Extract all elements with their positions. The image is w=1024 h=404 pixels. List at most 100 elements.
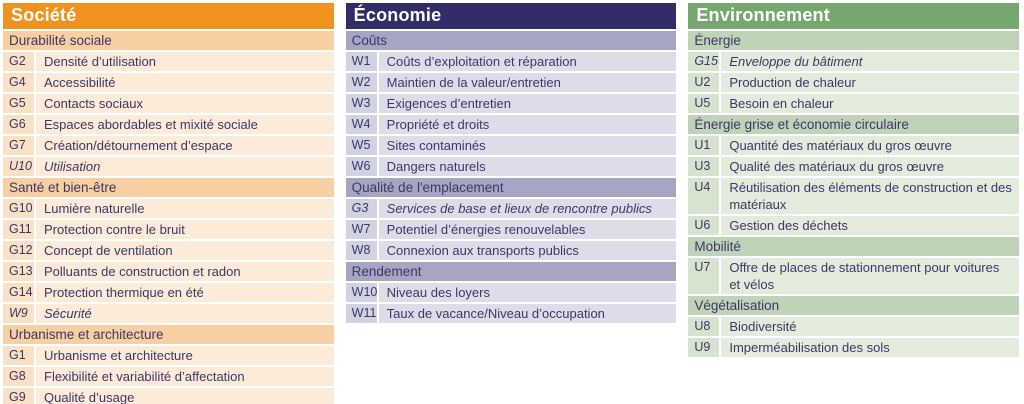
section-header: Urbanisme et architecture — [3, 325, 334, 344]
row-label: Réutilisation des éléments de constructi… — [721, 178, 1019, 214]
section-header: Énergie grise et économie circulaire — [688, 115, 1019, 134]
row-label: Accessibilité — [36, 73, 334, 92]
row-label: Utilisation — [36, 157, 334, 176]
column-title-societe: Société — [3, 3, 334, 29]
row-code: W8 — [345, 241, 377, 260]
table-row: W9 Sécurité — [3, 304, 334, 323]
row-code: W2 — [345, 73, 377, 92]
row-label: Propriété et droits — [378, 115, 677, 134]
row-label: Création/détournement d’espace — [36, 136, 334, 155]
row-label: Gestion des déchets — [721, 216, 1019, 235]
section-header: Santé et bien-être — [3, 178, 334, 197]
table-row: G10 Lumière naturelle — [3, 199, 334, 218]
section-header: Coûts — [345, 31, 677, 50]
table-row: W6 Dangers naturels — [345, 157, 677, 176]
row-label: Densité d’utilisation — [36, 52, 334, 71]
row-code: U1 — [688, 136, 720, 155]
table-row: G2 Densité d’utilisation — [3, 52, 334, 71]
table-row: W3 Exigences d’entretien — [345, 94, 677, 113]
row-code: G5 — [3, 94, 34, 113]
row-code: W1 — [345, 52, 377, 71]
column-title-environnement: Environnement — [688, 3, 1019, 29]
table-row: G7 Création/détournement d’espace — [3, 136, 334, 155]
row-label: Protection thermique en été — [36, 283, 334, 302]
row-label: Production de chaleur — [721, 73, 1019, 92]
row-code: G4 — [3, 73, 34, 92]
row-code: G6 — [3, 115, 34, 134]
row-label: Exigences d’entretien — [378, 94, 677, 113]
row-label: Espaces abordables et mixité sociale — [36, 115, 334, 134]
row-label: Taux de vacance/Niveau d’occupation — [378, 304, 677, 323]
row-code: W3 — [345, 94, 377, 113]
column-environnement: Environnement Énergie G15 Enveloppe du bâti… — [688, 3, 1019, 357]
row-code: W6 — [345, 157, 377, 176]
row-code: U3 — [688, 157, 720, 176]
column-economie: Économie Coûts W1 Coûts d’exploitation et r… — [345, 3, 677, 323]
row-label: Niveau des loyers — [378, 283, 677, 302]
row-code: G7 — [3, 136, 34, 155]
row-code: G10 — [3, 199, 34, 218]
row-label: Dangers naturels — [378, 157, 677, 176]
row-code: G13 — [3, 262, 34, 281]
table-row: G9 Qualité d’usage — [3, 388, 334, 404]
row-code: W7 — [345, 220, 377, 239]
row-label: Services de base et lieux de rencontre p… — [378, 199, 677, 218]
table-row: G6 Espaces abordables et mixité sociale — [3, 115, 334, 134]
row-code: G3 — [345, 199, 377, 218]
table-row: G8 Flexibilité et variabilité d’affectati… — [3, 367, 334, 386]
row-label: Connexion aux transports publics — [378, 241, 677, 260]
row-code: G12 — [3, 241, 34, 260]
table-row: U5 Besoin en chaleur — [688, 94, 1019, 113]
column-societe: Société Durabilité sociale G2 Densité d’uti… — [3, 3, 334, 404]
table-row: G13 Polluants de construction et radon — [3, 262, 334, 281]
table-row: G1 Urbanisme et architecture — [3, 346, 334, 365]
row-code: W10 — [345, 283, 377, 302]
table-row: G11 Protection contre le bruit — [3, 220, 334, 239]
row-code: U9 — [688, 338, 720, 357]
table-row: W5 Sites contaminés — [345, 136, 677, 155]
row-code: W9 — [3, 304, 34, 323]
table-row: G12 Concept de ventilation — [3, 241, 334, 260]
table-row: U9 Imperméabilisation des sols — [688, 338, 1019, 357]
table-row: W4 Propriété et droits — [345, 115, 677, 134]
row-code: W4 — [345, 115, 377, 134]
row-label: Sécurité — [36, 304, 334, 323]
table-row: U8 Biodiversité — [688, 317, 1019, 336]
row-code: U5 — [688, 94, 720, 113]
row-label: Offre de places de stationnement pour vo… — [721, 258, 1019, 294]
table-row: U2 Production de chaleur — [688, 73, 1019, 92]
row-code: G14 — [3, 283, 34, 302]
table-row: G15 Enveloppe du bâtiment — [688, 52, 1019, 71]
row-code: U7 — [688, 258, 720, 294]
row-label: Polluants de construction et radon — [36, 262, 334, 281]
row-label: Lumière naturelle — [36, 199, 334, 218]
row-code: W5 — [345, 136, 377, 155]
section-header: Qualité de l'emplacement — [345, 178, 677, 197]
row-label: Protection contre le bruit — [36, 220, 334, 239]
row-label: Qualité des matériaux du gros œuvre — [721, 157, 1019, 176]
section-header: Durabilité sociale — [3, 31, 334, 50]
row-code: G11 — [3, 220, 34, 239]
row-label: Contacts sociaux — [36, 94, 334, 113]
table-row: W11 Taux de vacance/Niveau d’occupation — [345, 304, 677, 323]
table-row: U4 Réutilisation des éléments de construc… — [688, 178, 1019, 214]
table-row: U10 Utilisation — [3, 157, 334, 176]
row-label: Flexibilité et variabilité d’affectation — [36, 367, 334, 386]
table-row: U6 Gestion des déchets — [688, 216, 1019, 235]
row-label: Maintien de la valeur/entretien — [378, 73, 677, 92]
row-code: U6 — [688, 216, 720, 235]
row-code: U10 — [3, 157, 34, 176]
table-row: W8 Connexion aux transports publics — [345, 241, 677, 260]
row-label: Enveloppe du bâtiment — [721, 52, 1019, 71]
row-label: Qualité d’usage — [36, 388, 334, 404]
table-row: U7 Offre de places de stationnement pour … — [688, 258, 1019, 294]
table-row: G4 Accessibilité — [3, 73, 334, 92]
row-code: G9 — [3, 388, 34, 404]
row-label: Urbanisme et architecture — [36, 346, 334, 365]
row-label: Besoin en chaleur — [721, 94, 1019, 113]
row-code: U4 — [688, 178, 720, 214]
column-title-economie: Économie — [345, 3, 677, 29]
table-row: W2 Maintien de la valeur/entretien — [345, 73, 677, 92]
table-row: G5 Contacts sociaux — [3, 94, 334, 113]
